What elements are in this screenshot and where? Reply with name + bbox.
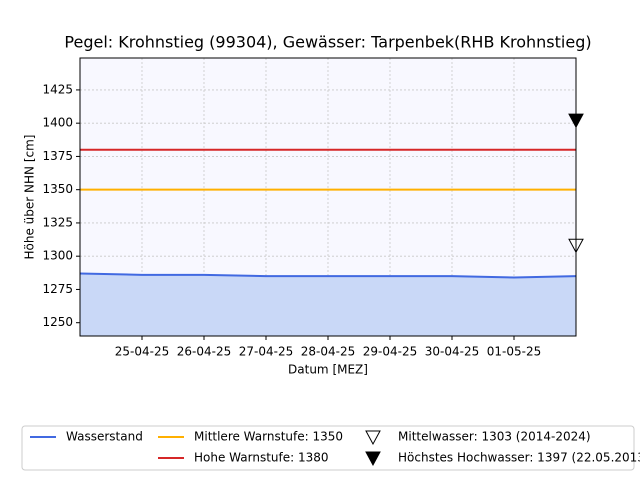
x-axis-title: Datum [MEZ] xyxy=(288,363,368,377)
legend-label: Mittlere Warnstufe: 1350 xyxy=(194,430,343,444)
y-tick-label: 1275 xyxy=(42,282,73,296)
y-tick-label: 1425 xyxy=(42,82,73,96)
legend-swatch xyxy=(365,451,381,467)
y-tick-label: 1400 xyxy=(42,116,73,130)
x-tick-label: 26-04-25 xyxy=(177,345,231,359)
y-tick-label: 1350 xyxy=(42,182,73,196)
area-fill xyxy=(80,273,576,336)
legend-swatch xyxy=(365,430,381,446)
legend-label: Mittelwasser: 1303 (2014-2024) xyxy=(398,430,591,444)
x-tick-label: 25-04-25 xyxy=(115,345,169,359)
legend-label: Höchstes Hochwasser: 1397 (22.05.2013) xyxy=(398,451,640,465)
x-tick-label: 29-04-25 xyxy=(363,345,417,359)
plot-frame xyxy=(79,57,577,337)
x-tick-label: 30-04-25 xyxy=(425,345,479,359)
y-tick-label: 1375 xyxy=(42,149,73,163)
chart-title: Pegel: Krohnstieg (99304), Gewässer: Tar… xyxy=(64,33,591,52)
x-tick-label: 28-04-25 xyxy=(301,345,355,359)
series-line xyxy=(79,272,577,279)
x-tick-label: 27-04-25 xyxy=(239,345,293,359)
y-tick-label: 1300 xyxy=(42,249,73,263)
y-tick-label: 1325 xyxy=(42,215,73,229)
y-axis-title: Höhe über NHN [cm] xyxy=(23,135,37,260)
legend-label: Wasserstand xyxy=(66,430,143,444)
x-tick-label: 01-05-25 xyxy=(487,345,541,359)
y-tick-label: 1250 xyxy=(42,315,73,329)
legend-label: Hohe Warnstufe: 1380 xyxy=(194,451,329,465)
